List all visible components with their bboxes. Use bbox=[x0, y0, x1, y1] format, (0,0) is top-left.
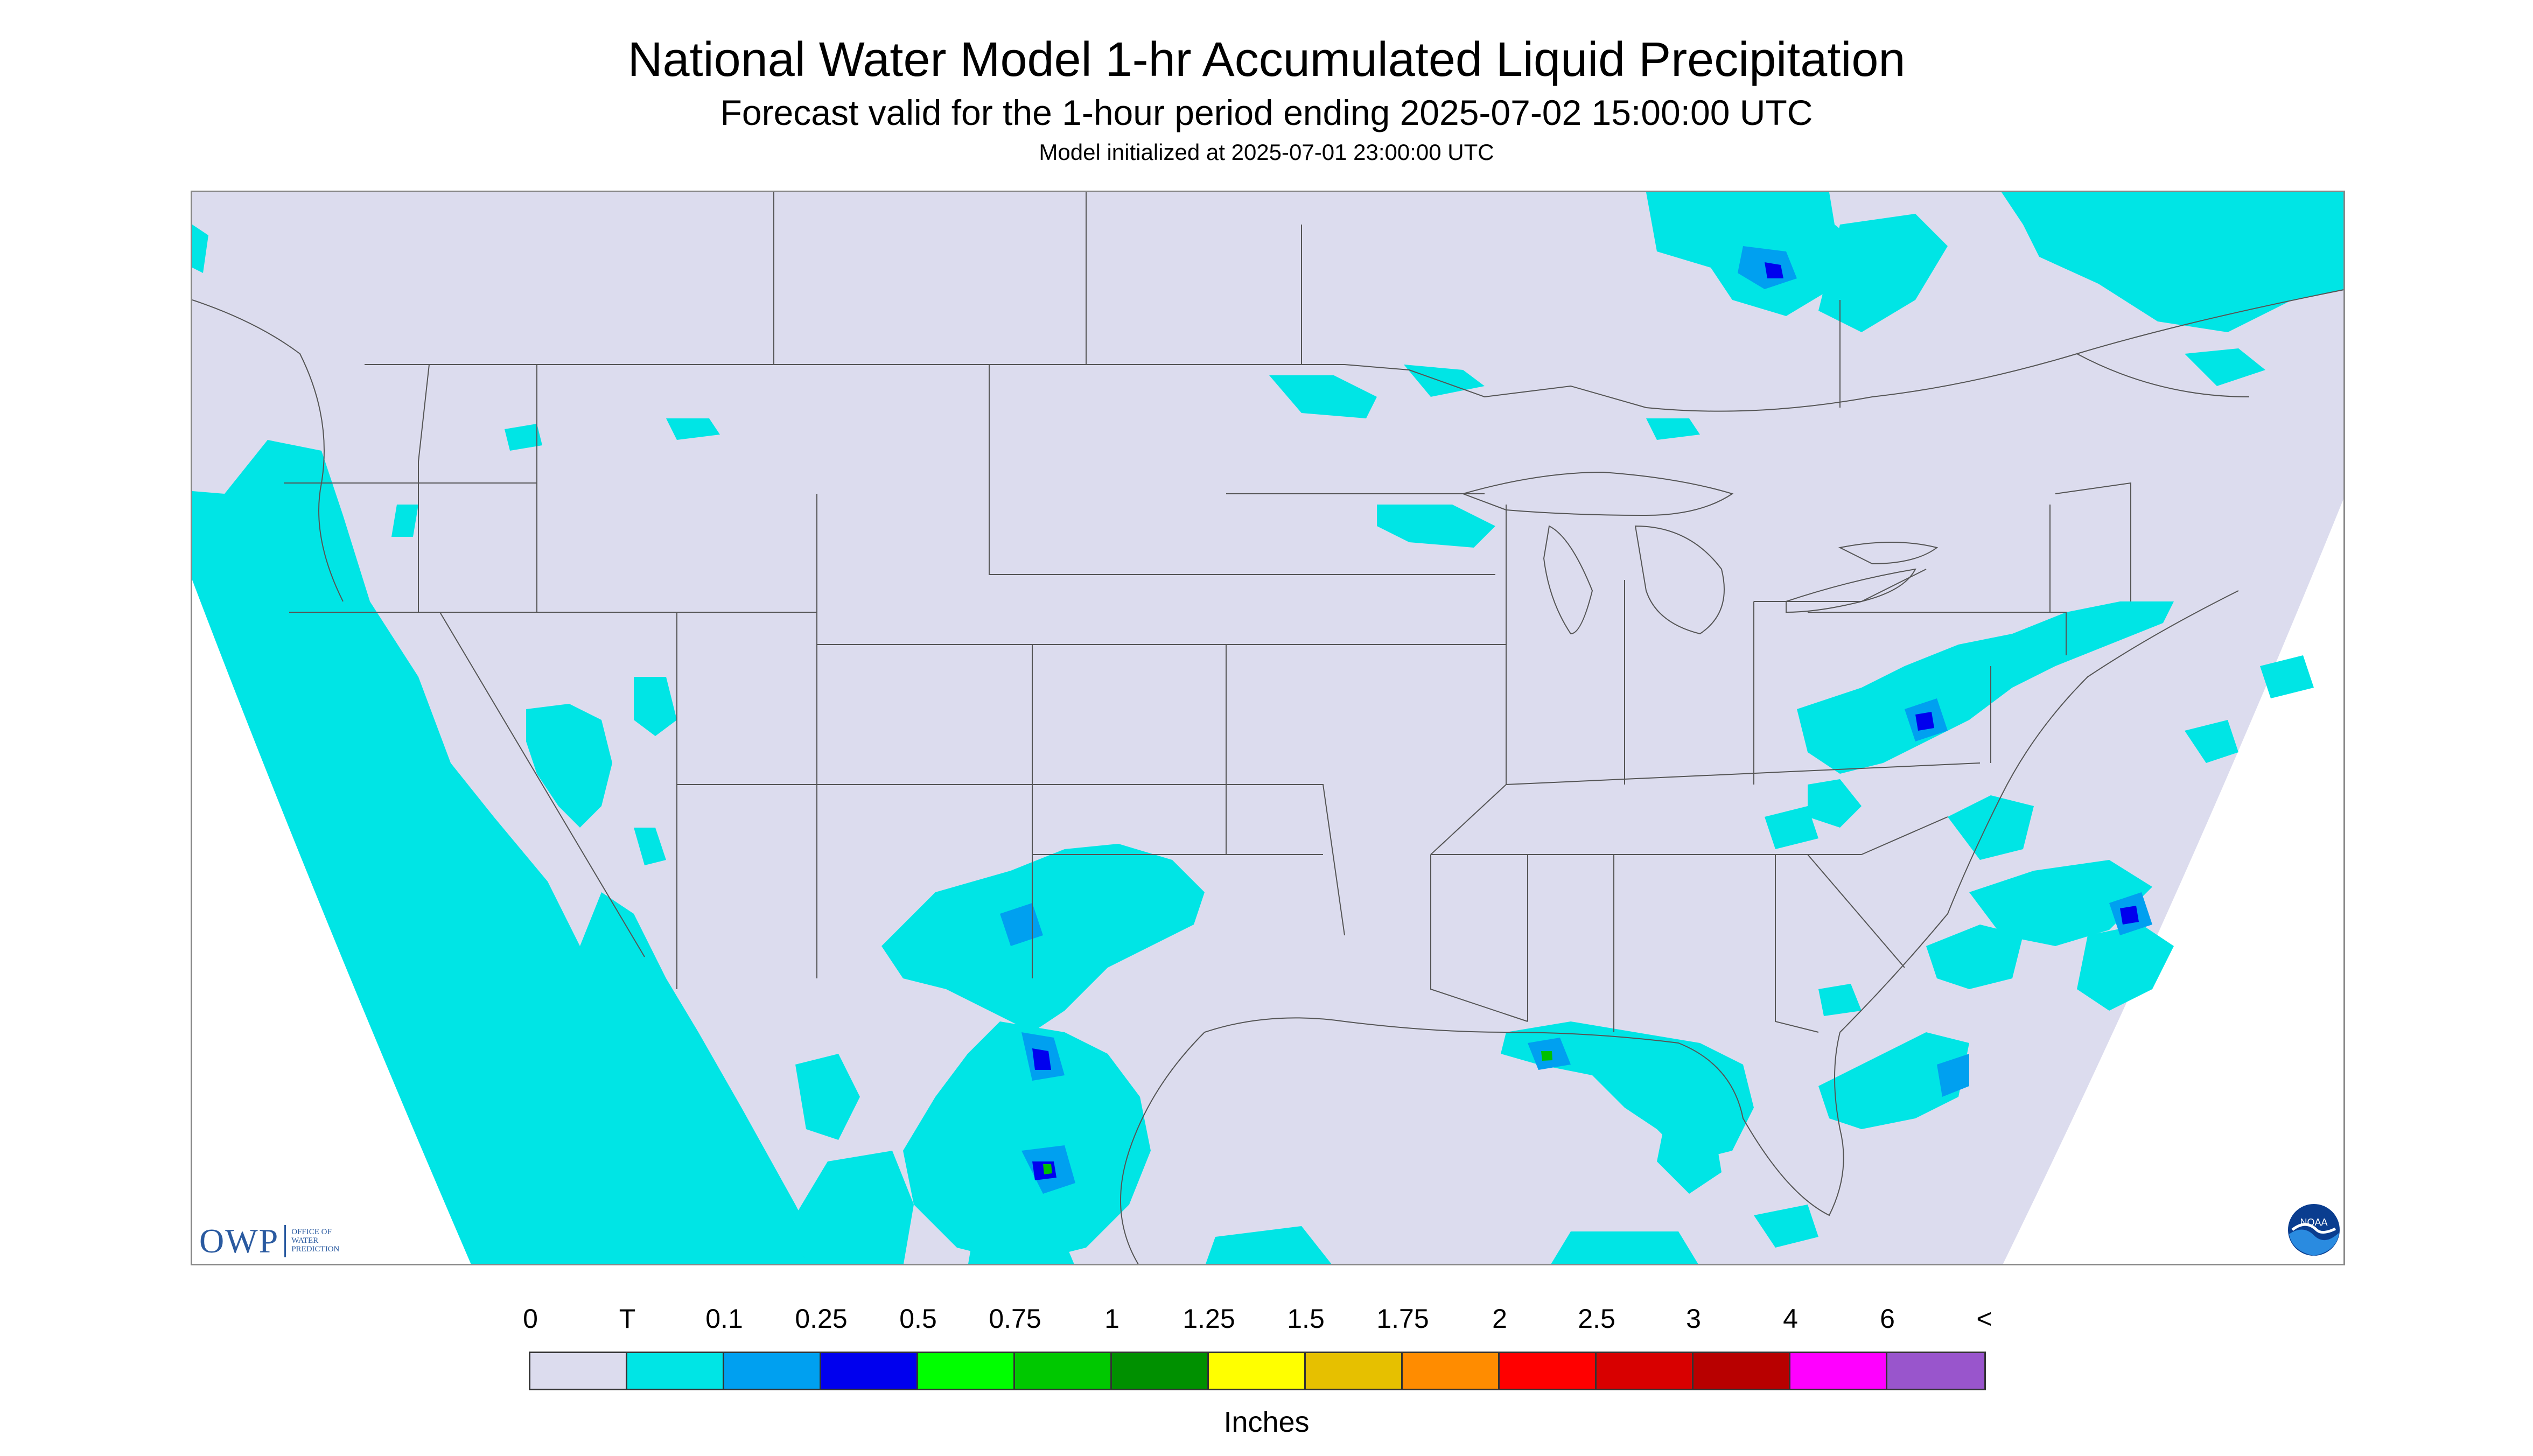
legend-swatch bbox=[1597, 1353, 1694, 1389]
legend-swatch bbox=[1694, 1353, 1790, 1389]
state-boundaries bbox=[192, 192, 2343, 1264]
legend-label: 0.75 bbox=[989, 1304, 1041, 1334]
legend-label: 4 bbox=[1783, 1304, 1798, 1334]
legend-swatch bbox=[1209, 1353, 1306, 1389]
legend-swatch bbox=[918, 1353, 1015, 1389]
legend-label: 0 bbox=[523, 1304, 538, 1334]
precip-trace-areas bbox=[192, 192, 2343, 1264]
owp-logo-text: OWP bbox=[199, 1222, 279, 1260]
legend-swatch bbox=[724, 1353, 821, 1389]
legend-label: 0.25 bbox=[795, 1304, 848, 1334]
owp-logo-separator bbox=[284, 1225, 286, 1257]
noaa-logo-text: NOAA bbox=[2300, 1217, 2327, 1228]
legend-label: 1.5 bbox=[1287, 1304, 1325, 1334]
legend-label: 3 bbox=[1686, 1304, 1701, 1334]
legend-label: 0.5 bbox=[899, 1304, 937, 1334]
legend-label: 2.5 bbox=[1578, 1304, 1615, 1334]
legend-label: 2 bbox=[1492, 1304, 1507, 1334]
legend-swatch bbox=[1887, 1353, 1984, 1389]
owp-logo: OWP OFFICE OF WATER PREDICTION bbox=[199, 1221, 339, 1261]
precipitation-map bbox=[191, 191, 2345, 1265]
noaa-logo: NOAA bbox=[2288, 1204, 2340, 1256]
legend-label: 6 bbox=[1880, 1304, 1895, 1334]
legend-label: < bbox=[1976, 1304, 1992, 1334]
legend-swatch bbox=[627, 1353, 724, 1389]
map-canvas bbox=[192, 192, 2343, 1264]
owp-logo-line-2: WATER bbox=[291, 1236, 319, 1245]
model-init-line: Model initialized at 2025-07-01 23:00:00… bbox=[1039, 139, 1494, 165]
map-domain bbox=[192, 192, 2343, 1264]
precip-heavy-areas bbox=[1043, 1051, 1552, 1174]
legend-label: 1 bbox=[1104, 1304, 1119, 1334]
legend-swatch bbox=[821, 1353, 918, 1389]
legend-labels: 0 T 0.1 0.25 0.5 0.75 1 1.25 1.5 1.75 2 2.5 3 4 6 < bbox=[0, 1303, 2533, 1341]
legend-label: 0.1 bbox=[705, 1304, 743, 1334]
legend-swatch bbox=[1500, 1353, 1597, 1389]
legend-label: T bbox=[619, 1304, 636, 1334]
owp-logo-line-3: PREDICTION bbox=[291, 1244, 340, 1254]
legend-swatch bbox=[1306, 1353, 1403, 1389]
map-title: National Water Model 1-hr Accumulated Li… bbox=[627, 33, 1906, 87]
legend-label: 1.75 bbox=[1376, 1304, 1429, 1334]
precip-moderate-areas bbox=[1032, 262, 2139, 1180]
legend-swatch bbox=[530, 1353, 627, 1389]
map-subtitle: Forecast valid for the 1-hour period end… bbox=[720, 93, 1813, 132]
legend-color-bar bbox=[529, 1352, 1986, 1390]
legend-units: Inches bbox=[1223, 1406, 1310, 1438]
legend-swatch bbox=[1403, 1353, 1500, 1389]
owp-logo-line-1: OFFICE OF bbox=[291, 1228, 332, 1237]
legend-swatch bbox=[1015, 1353, 1112, 1389]
legend-label: 1.25 bbox=[1182, 1304, 1235, 1334]
legend-swatch bbox=[1112, 1353, 1209, 1389]
owp-logo-subtext: OFFICE OF WATER PREDICTION bbox=[291, 1228, 339, 1254]
legend-swatch bbox=[1790, 1353, 1887, 1389]
